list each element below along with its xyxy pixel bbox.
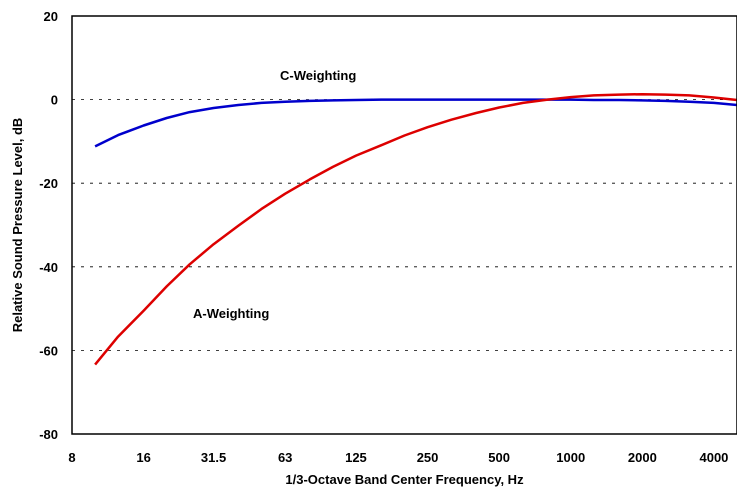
series-line-a-weighting <box>94 92 737 366</box>
y-tick-label: 0 <box>51 93 58 108</box>
tick-labels: 20 0 -20 -40 -60 -80 8 16 31.5 63 125 250 500 1000 200… <box>39 9 728 465</box>
y-tick-label: -20 <box>39 176 58 191</box>
x-tick-label: 2000 <box>628 450 657 465</box>
y-tick-label: -80 <box>39 427 58 442</box>
x-tick-label: 8 <box>68 450 75 465</box>
x-tick-label: 31.5 <box>201 450 226 465</box>
x-tick-label: 63 <box>278 450 292 465</box>
y-tick-label: 20 <box>44 9 58 24</box>
plot-frame <box>71 15 737 435</box>
y-tick-label: -60 <box>39 343 58 358</box>
x-tick-label: 125 <box>345 450 367 465</box>
series-line-c-weighting <box>94 98 737 148</box>
x-tick-label: 1000 <box>556 450 585 465</box>
x-axis-title: 1/3-Octave Band Center Frequency, Hz <box>285 472 524 487</box>
x-tick-label: 500 <box>488 450 510 465</box>
x-tick-label: 4000 <box>699 450 728 465</box>
series-lines <box>94 92 737 366</box>
grid-lines <box>72 99 737 351</box>
c-weighting-label: C-Weighting <box>280 68 356 83</box>
y-tick-label: -40 <box>39 260 58 275</box>
x-tick-label: 250 <box>417 450 439 465</box>
y-axis-title: Relative Sound Pressure Level, dB <box>10 118 25 333</box>
a-weighting-label: A-Weighting <box>193 306 269 321</box>
x-tick-label: 16 <box>136 450 150 465</box>
